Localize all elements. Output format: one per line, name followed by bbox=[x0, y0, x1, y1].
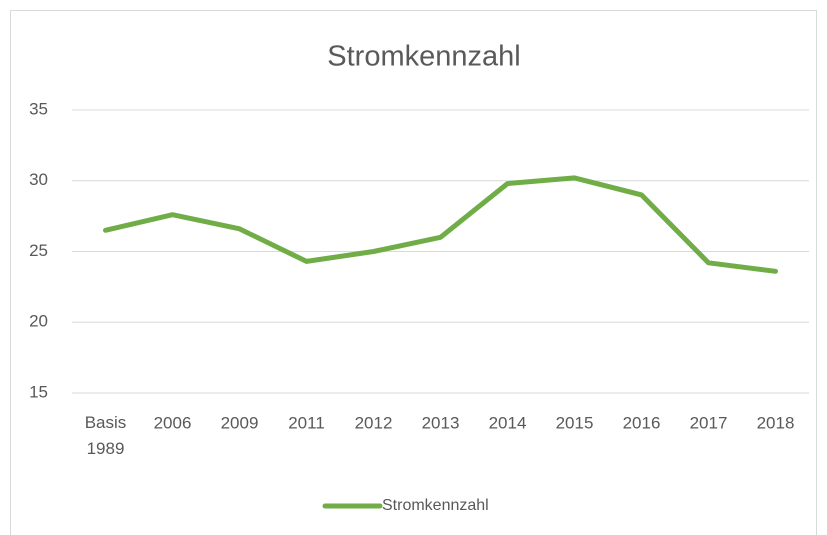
x-tick-label: 2011 bbox=[288, 413, 325, 432]
legend-label: Stromkennzahl bbox=[382, 497, 489, 514]
x-tick-label: 2013 bbox=[422, 413, 460, 432]
x-tick-label: 2018 bbox=[757, 413, 795, 432]
x-tick-label: 2016 bbox=[623, 413, 661, 432]
x-tick-label: 2012 bbox=[355, 413, 393, 432]
data-line bbox=[103, 175, 778, 274]
y-tick-label: 35 bbox=[29, 99, 48, 118]
x-tick-label: 2009 bbox=[221, 413, 259, 432]
x-tick-label: 2006 bbox=[154, 413, 192, 432]
x-tick-label: 2014 bbox=[489, 413, 527, 432]
chart-title: Stromkennzahl bbox=[327, 41, 520, 73]
y-tick-label: 20 bbox=[29, 312, 48, 331]
x-tick-label: Basis 1989 bbox=[85, 413, 127, 458]
y-tick-label: 15 bbox=[29, 382, 48, 401]
x-tick-label: 2017 bbox=[690, 413, 728, 432]
y-tick-label: 30 bbox=[29, 170, 48, 189]
x-tick-label: 2015 bbox=[556, 413, 594, 432]
y-tick-label: 25 bbox=[29, 241, 48, 260]
chart-border bbox=[10, 10, 817, 535]
